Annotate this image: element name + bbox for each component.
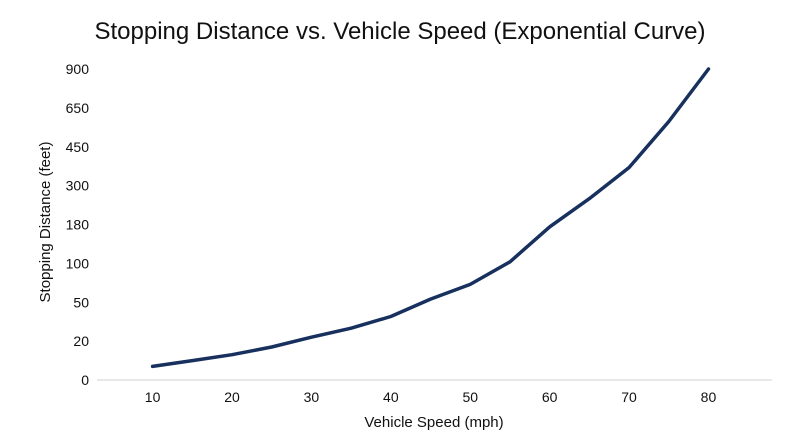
y-tick-label: 0 xyxy=(81,372,89,388)
y-tick-label: 450 xyxy=(66,139,90,155)
y-tick-label: 100 xyxy=(66,255,90,271)
y-tick-label: 300 xyxy=(66,178,90,194)
x-tick-label: 50 xyxy=(462,389,478,405)
x-tick-label: 20 xyxy=(224,389,240,405)
x-tick-label: 80 xyxy=(701,389,717,405)
x-tick-label: 40 xyxy=(383,389,399,405)
y-tick-label: 900 xyxy=(66,61,90,77)
x-axis-title: Vehicle Speed (mph) xyxy=(364,414,503,431)
x-tick-label: 60 xyxy=(542,389,558,405)
y-axis-ticks: 0 20 50 100 180 300 450 650 900 xyxy=(66,61,90,388)
x-tick-label: 10 xyxy=(145,389,161,405)
y-tick-label: 20 xyxy=(73,333,89,349)
y-axis-title: Stopping Distance (feet) xyxy=(37,142,54,303)
x-tick-label: 30 xyxy=(304,389,320,405)
y-tick-label: 180 xyxy=(66,217,90,233)
y-tick-label: 650 xyxy=(66,100,90,116)
series-line xyxy=(150,67,711,369)
chart-title: Stopping Distance vs. Vehicle Speed (Exp… xyxy=(94,18,706,45)
y-tick-label: 50 xyxy=(73,294,89,310)
x-tick-label: 70 xyxy=(621,389,637,405)
x-axis-ticks: 10 20 30 40 50 60 70 80 xyxy=(145,389,717,405)
